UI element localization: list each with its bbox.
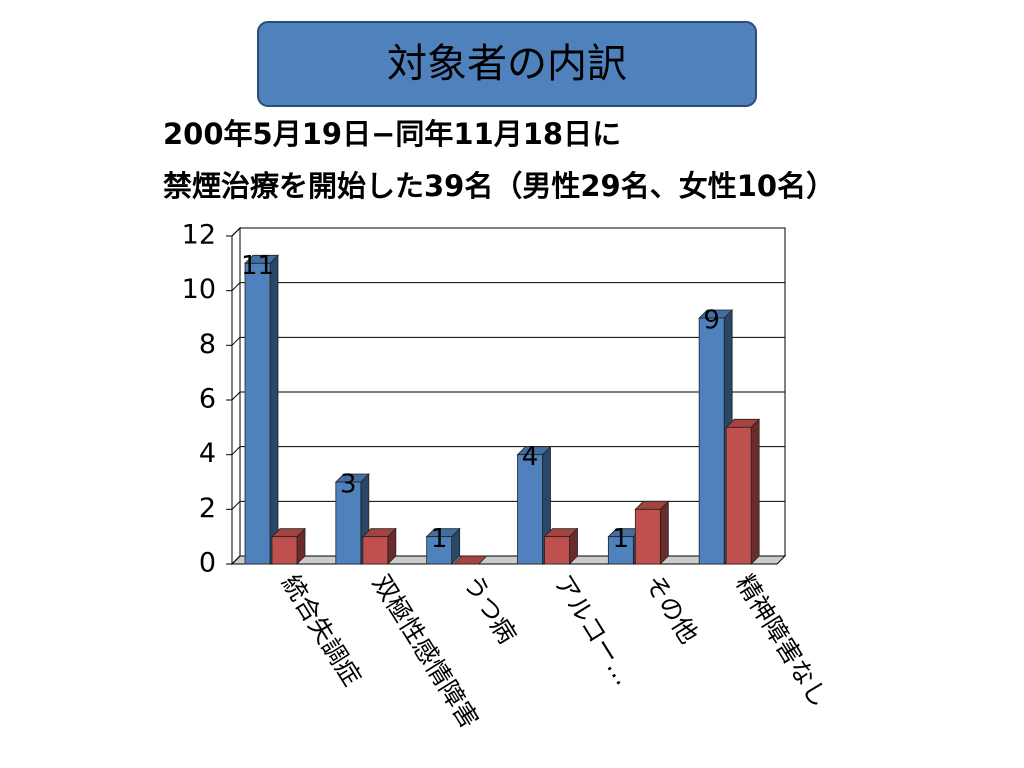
bar-front <box>362 536 389 565</box>
bar-front <box>634 508 661 565</box>
grid-line <box>231 227 785 237</box>
x-tick-label: アルコー… <box>548 570 638 691</box>
data-label: 3 <box>340 470 357 500</box>
y-tick-label: 8 <box>199 329 216 360</box>
grid-line <box>231 282 785 292</box>
grid-line <box>231 446 785 456</box>
bar-front <box>517 454 543 565</box>
data-label: 1 <box>613 524 630 554</box>
x-tick-label: 精神障害なし <box>730 570 834 713</box>
grid-line <box>231 555 785 565</box>
bar <box>361 527 397 565</box>
y-tick-label: 2 <box>199 493 216 524</box>
chart-title: 対象者の内訳 <box>387 41 627 87</box>
x-tick-label: うつ病 <box>458 570 522 649</box>
bar-front <box>426 536 453 565</box>
bar-front <box>698 317 725 565</box>
bar <box>244 254 279 565</box>
bar <box>725 418 761 565</box>
bar <box>452 555 488 565</box>
x-tick-label: その他 <box>639 570 703 649</box>
bar-front <box>725 426 752 565</box>
bar-front <box>244 262 271 565</box>
y-tick-label: 6 <box>199 384 216 415</box>
bar-side <box>659 500 669 565</box>
bar <box>634 500 670 565</box>
grid-line <box>231 336 785 346</box>
y-tick-label: 12 <box>182 220 216 251</box>
bar <box>543 527 579 565</box>
bar-front <box>607 536 634 565</box>
grid-line <box>231 391 785 401</box>
subtitle: 200年5月19日−同年11月18日に <box>163 117 621 151</box>
y-tick-label: 10 <box>182 274 216 305</box>
data-label: 9 <box>703 306 720 336</box>
bar-front <box>544 536 570 565</box>
data-label: 11 <box>241 251 274 281</box>
bar-side <box>269 254 279 565</box>
bar-front <box>271 536 298 565</box>
bar-front <box>335 481 362 565</box>
bar <box>425 527 461 565</box>
y-tick-label: 4 <box>199 438 216 469</box>
data-label: 1 <box>431 524 448 554</box>
y-tick-label: 0 <box>199 548 216 579</box>
data-label: 4 <box>522 442 539 472</box>
grid-line <box>231 500 785 510</box>
bar <box>271 527 306 565</box>
bar-top <box>452 555 488 565</box>
bar-side <box>750 418 760 565</box>
subtitle: 禁煙治療を開始した39名（男性29名、女性10名） <box>163 169 835 203</box>
bar <box>334 473 370 565</box>
bar <box>516 445 552 565</box>
title-box <box>257 21 757 107</box>
x-tick-label: 統合失調症 <box>276 570 367 691</box>
